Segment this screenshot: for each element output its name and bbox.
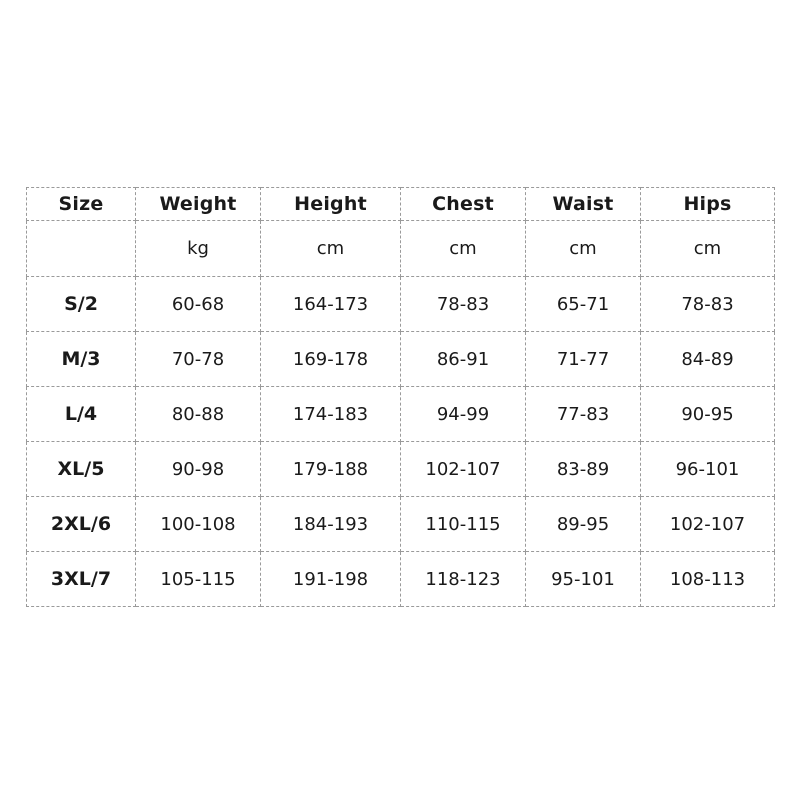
value-cell: 100-108 [135,496,261,552]
value-cell: 90-98 [135,441,261,497]
column-header-hips: Hips [640,187,775,221]
value-cell: 169-178 [260,331,401,387]
size-cell: S/2 [26,276,136,332]
table-row: 3XL/7 105-115 191-198 118-123 95-101 108… [26,551,775,607]
value-cell: 77-83 [525,386,641,442]
column-header-height: Height [260,187,401,221]
value-cell: 86-91 [400,331,526,387]
column-header-chest: Chest [400,187,526,221]
value-cell: 84-89 [640,331,775,387]
size-chart-table: Size Weight Height Chest Waist Hips kg c… [26,187,775,607]
value-cell: 60-68 [135,276,261,332]
value-cell: 78-83 [640,276,775,332]
table-row: 2XL/6 100-108 184-193 110-115 89-95 102-… [26,496,775,552]
value-cell: 70-78 [135,331,261,387]
column-header-weight: Weight [135,187,261,221]
size-cell: 2XL/6 [26,496,136,552]
unit-cell-hips: cm [640,220,775,277]
value-cell: 89-95 [525,496,641,552]
column-header-size: Size [26,187,136,221]
size-cell: XL/5 [26,441,136,497]
value-cell: 179-188 [260,441,401,497]
value-cell: 71-77 [525,331,641,387]
unit-cell-chest: cm [400,220,526,277]
table-row: S/2 60-68 164-173 78-83 65-71 78-83 [26,276,775,332]
table-header-row: Size Weight Height Chest Waist Hips [26,187,775,221]
table-units-row: kg cm cm cm cm [26,220,775,277]
table-row: L/4 80-88 174-183 94-99 77-83 90-95 [26,386,775,442]
value-cell: 174-183 [260,386,401,442]
value-cell: 83-89 [525,441,641,497]
value-cell: 94-99 [400,386,526,442]
size-cell: M/3 [26,331,136,387]
size-cell: L/4 [26,386,136,442]
value-cell: 184-193 [260,496,401,552]
value-cell: 118-123 [400,551,526,607]
value-cell: 191-198 [260,551,401,607]
value-cell: 65-71 [525,276,641,332]
table-row: M/3 70-78 169-178 86-91 71-77 84-89 [26,331,775,387]
value-cell: 102-107 [400,441,526,497]
table-row: XL/5 90-98 179-188 102-107 83-89 96-101 [26,441,775,497]
value-cell: 96-101 [640,441,775,497]
value-cell: 108-113 [640,551,775,607]
unit-cell-weight: kg [135,220,261,277]
value-cell: 164-173 [260,276,401,332]
value-cell: 102-107 [640,496,775,552]
value-cell: 95-101 [525,551,641,607]
size-cell: 3XL/7 [26,551,136,607]
unit-cell-waist: cm [525,220,641,277]
value-cell: 80-88 [135,386,261,442]
value-cell: 90-95 [640,386,775,442]
unit-cell-size [26,220,136,277]
value-cell: 105-115 [135,551,261,607]
value-cell: 110-115 [400,496,526,552]
unit-cell-height: cm [260,220,401,277]
value-cell: 78-83 [400,276,526,332]
column-header-waist: Waist [525,187,641,221]
